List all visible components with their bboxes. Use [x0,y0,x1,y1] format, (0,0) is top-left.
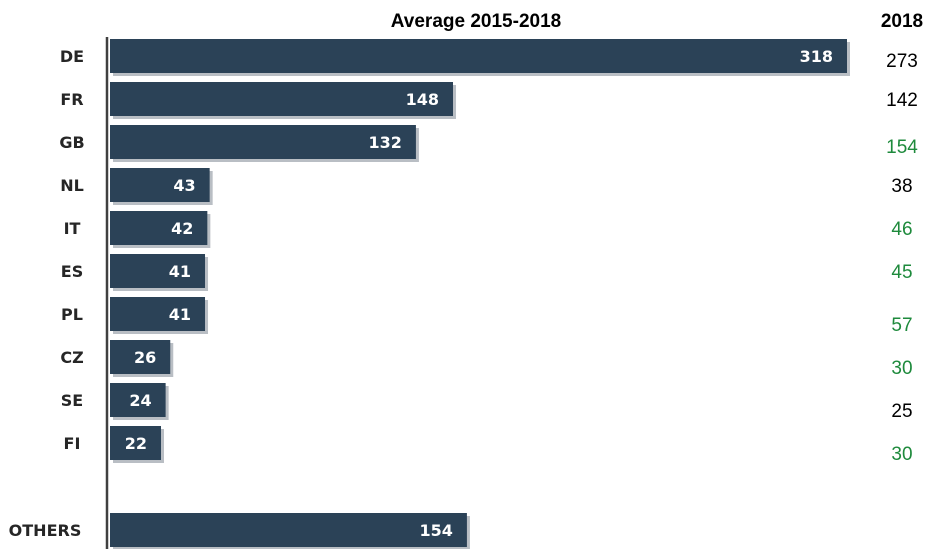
bar-value-label-others: 154 [420,521,453,540]
bar-de [110,39,847,73]
category-label-se: SE [61,391,83,410]
category-label-pl: PL [61,305,83,324]
category-label-de: DE [60,47,84,66]
secondary-value-fi: 30 [891,444,912,465]
category-label-gb: GB [59,133,84,152]
category-label-cz: CZ [60,348,83,367]
bar-value-label-se: 24 [129,391,151,410]
category-label-it: IT [64,219,81,238]
bar-se [110,383,166,417]
bar-cz [110,340,171,374]
secondary-value-gb: 154 [886,137,918,158]
category-label-es: ES [61,262,83,281]
secondary-value-de: 273 [886,51,918,72]
bar-others [110,513,467,547]
bar-value-label-cz: 26 [134,348,156,367]
category-label-nl: NL [60,176,84,195]
bar-fi [110,426,161,460]
bar-value-label-fr: 148 [406,90,439,109]
bar-pl [110,297,206,331]
category-label-others: OTHERS [9,521,82,540]
secondary-value-nl: 38 [891,176,912,197]
secondary-value-es: 45 [891,262,912,283]
chart-title: Average 2015-2018 [391,11,561,32]
bar-value-label-de: 318 [800,47,833,66]
bar-value-label-it: 42 [171,219,193,238]
secondary-value-fr: 142 [886,90,918,111]
labels-layer: 318 DE 148 FR 132 GB 43 NL 42 IT 41 ES 41 PL 26 CZ 24 SE 2… [9,47,919,540]
category-label-fr: FR [60,90,83,109]
category-label-fi: FI [64,434,81,453]
secondary-value-it: 46 [891,219,912,240]
bar-it [110,211,208,245]
secondary-value-cz: 30 [891,358,912,379]
bar-gb [110,125,416,159]
bars-layer [110,39,850,549]
bar-value-label-fi: 22 [125,434,147,453]
bar-fr [110,82,454,116]
secondary-value-se: 25 [891,401,912,422]
bar-es [110,254,206,288]
bar-value-label-gb: 132 [369,133,402,152]
bar-value-label-nl: 43 [173,176,195,195]
bar-nl [110,168,210,202]
secondary-value-pl: 57 [891,315,912,336]
bar-value-label-pl: 41 [169,305,191,324]
secondary-column-title: 2018 [881,11,923,32]
bar-value-label-es: 41 [169,262,191,281]
